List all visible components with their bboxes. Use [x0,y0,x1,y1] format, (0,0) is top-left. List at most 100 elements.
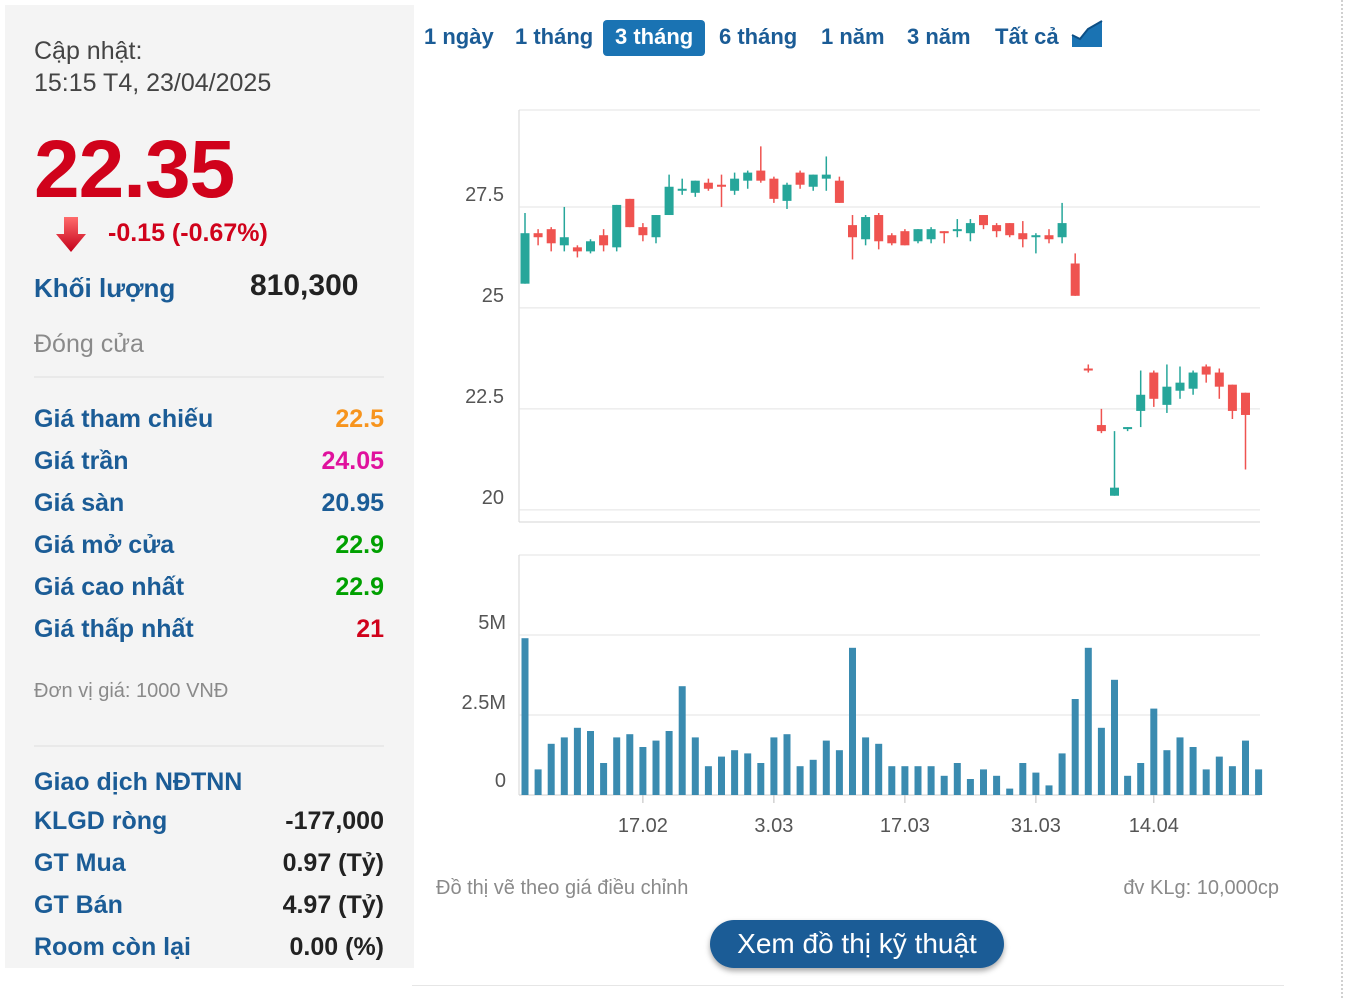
volume-bar [1163,750,1171,795]
candle [992,223,1002,238]
candle [939,231,949,244]
candle-body [979,215,988,226]
foreign-row-value: 0.00 (%) [289,933,384,961]
candle-body [717,184,726,187]
volume-bar [691,737,699,795]
volume-unit-note: đv KLg: 10,000cp [1123,877,1279,899]
volume-bar [678,686,686,795]
tab-1-month[interactable]: 1 tháng [515,24,594,49]
volume-bar [849,647,856,795]
candle [533,229,543,246]
foreign-row-buy-value: GT Mua 0.97 (Tỷ) [34,849,384,883]
summary-panel: Cập nhật: 15:15 T4, 23/04/2025 22.35 -0.… [5,5,414,968]
candle-body [1005,223,1015,236]
volume-bar [1255,769,1263,795]
candle [730,172,740,195]
candle [638,223,648,242]
candle-body [1123,427,1133,430]
volume-bar [1071,699,1079,795]
candle-body [939,231,949,234]
tab-3-years[interactable]: 3 năm [907,24,971,49]
price-row-label: Giá sàn [34,489,125,517]
candle [612,204,622,252]
candle [1227,384,1237,419]
adjusted-price-note: Đồ thị vẽ theo giá điều chỉnh [436,877,689,899]
candle [1070,253,1080,296]
foreign-row-label: KLGD ròng [34,807,168,835]
volume-bar [652,740,660,795]
volume-label: Khối lượng [34,273,176,303]
foreign-row-net-volume: KLGD ròng -177,000 [34,807,384,841]
candle-body [1110,487,1119,496]
price-row-floor: Giá sàn 20.95 [34,489,384,523]
candle [952,219,962,238]
candle-body [520,233,530,284]
price-row-low: Giá thấp nhất 21 [34,615,384,649]
price-row-label: Giá mở cửa [34,531,175,559]
candle [717,174,726,207]
candle [1083,364,1093,373]
technical-chart-button[interactable]: Xem đồ thị kỹ thuật [710,920,1004,968]
candle [677,178,687,195]
market-status: Đóng cửa [34,330,144,358]
candle-body [861,217,871,240]
price-row-value: 21 [356,615,384,643]
foreign-row-value: 4.97 (Tỷ) [282,891,384,919]
volume-bar [757,763,765,795]
candle-body [834,180,844,203]
candle [874,213,884,250]
volume-value: 810,300 [250,269,359,302]
candle-body [1188,372,1198,389]
candle-body [848,225,857,238]
candle-body [1201,366,1211,375]
tab-all[interactable]: Tất cả [995,24,1059,49]
price-row-value: 24.05 [321,447,384,475]
tab-1-year[interactable]: 1 năm [821,24,885,49]
foreign-trading-title: Giao dịch NĐTNN [34,768,243,796]
area-chart-icon[interactable] [1070,17,1104,49]
candle [690,180,700,197]
volume-bar [573,727,581,795]
volume-bar [966,779,974,795]
candle-body [638,227,648,236]
candle-body [756,170,766,181]
candle [559,206,569,252]
volume-bar [718,756,725,795]
candle [1096,408,1106,434]
candle-body [1018,233,1028,240]
update-label: Cập nhật: [34,37,143,65]
candle [1214,368,1224,399]
x-tick-label: 17.02 [618,815,668,837]
candle-body [625,198,635,228]
volume-bar [1189,747,1197,795]
candle [756,146,766,183]
foreign-row-value: 0.97 (Tỷ) [282,849,384,877]
candle [1044,229,1054,244]
volume-tick-label: 0 [495,770,506,792]
volume-bar [600,763,608,795]
candle-body [586,241,595,252]
foreign-row-label: Room còn lại [34,933,191,961]
price-tick-label: 22.5 [465,386,504,408]
volume-bar [1058,753,1066,795]
candle-body [1227,384,1237,411]
foreign-row-value: -177,000 [285,807,384,835]
candle [1136,370,1146,428]
candle [848,215,857,260]
volume-bar [1006,788,1014,795]
candle-body [952,229,962,232]
volume-bar [744,753,752,795]
update-time: 15:15 T4, 23/04/2025 [34,69,272,97]
candle-body [690,180,700,193]
candle-body [874,215,884,242]
volume-bar [639,747,647,795]
candle-body [887,235,897,244]
down-arrow-icon [56,217,86,252]
candle-body [703,182,713,189]
tab-6-months[interactable]: 6 tháng [719,24,798,49]
x-tick-label: 31.03 [1011,815,1061,837]
candle [546,227,556,252]
tab-1-day[interactable]: 1 ngày [424,24,494,49]
update-info: Cập nhật: 15:15 T4, 23/04/2025 [34,35,271,99]
tab-3-months[interactable]: 3 tháng [603,20,706,56]
